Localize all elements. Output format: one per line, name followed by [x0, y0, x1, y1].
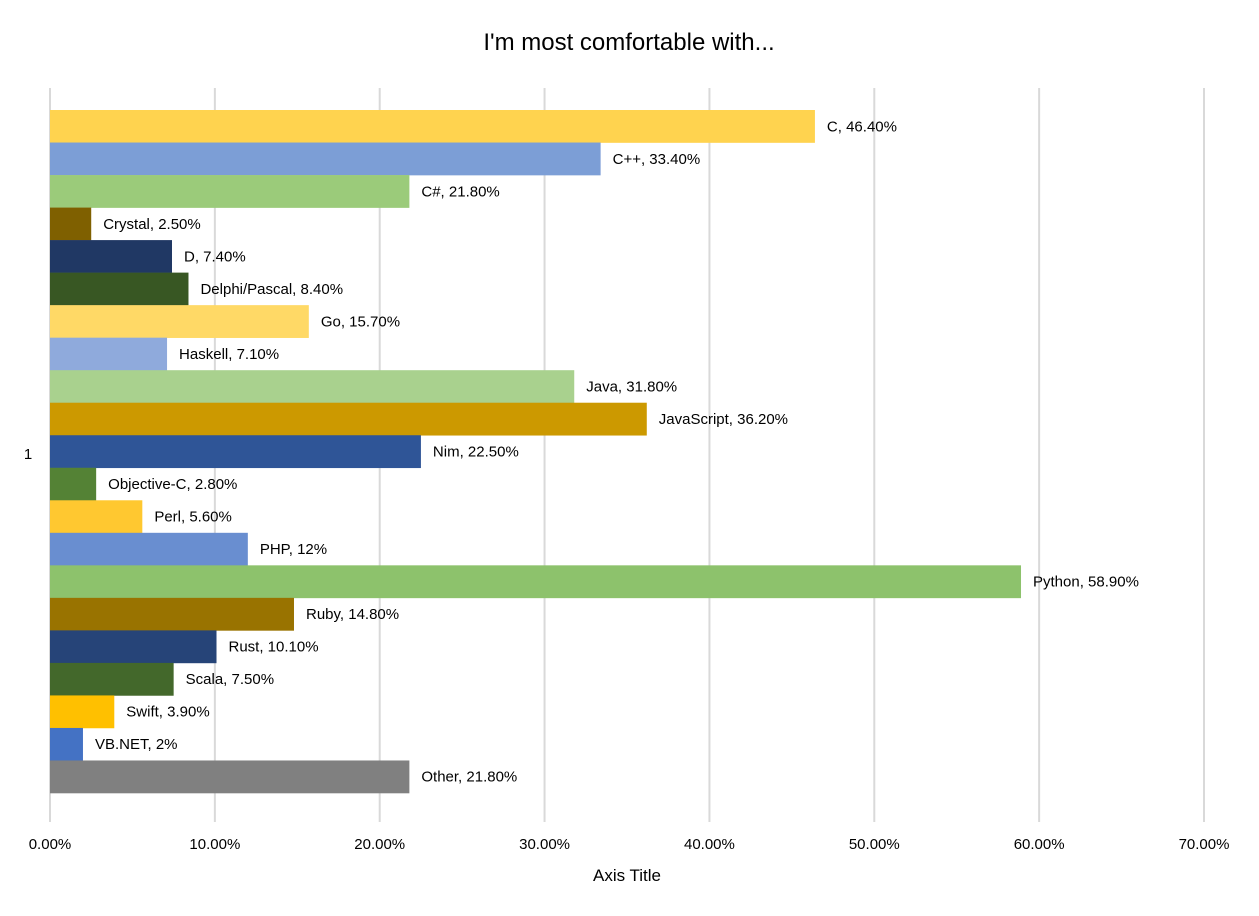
data-label: Go, 15.70% [321, 313, 400, 330]
data-label: C, 46.40% [827, 118, 897, 135]
data-labels: C, 46.40% C++, 33.40% C#, 21.80% Crystal, 2… [95, 118, 1139, 785]
category-axis-label: 1 [24, 446, 32, 463]
bars [50, 110, 1022, 794]
bar-nim [50, 435, 421, 469]
bar-other [50, 760, 410, 794]
data-label: C#, 21.80% [421, 183, 499, 200]
data-label: Delphi/Pascal, 8.40% [200, 281, 343, 298]
bar-c [50, 110, 815, 143]
bar-python [50, 565, 1022, 599]
data-label: PHP, 12% [260, 541, 327, 558]
bar-d [50, 240, 172, 273]
bar-javascript [50, 402, 647, 436]
data-label: Rust, 10.10% [229, 639, 319, 656]
data-label: Objective-C, 2.80% [108, 476, 237, 493]
data-label: Crystal, 2.50% [103, 216, 201, 233]
bar-rust [50, 630, 217, 664]
data-label: JavaScript, 36.20% [659, 411, 788, 428]
data-label: Python, 58.90% [1033, 574, 1139, 591]
x-tick-label: 10.00% [189, 836, 240, 853]
bar-swift [50, 695, 115, 729]
bar-delphi-pascal [50, 272, 189, 306]
x-tick-label: 60.00% [1014, 836, 1065, 853]
bar-ruby [50, 597, 294, 631]
data-label: Haskell, 7.10% [179, 346, 279, 363]
bar-vb-net [50, 727, 83, 761]
bar-scala [50, 662, 174, 696]
data-label: Nim, 22.50% [433, 444, 519, 461]
data-label: Other, 21.80% [421, 769, 517, 786]
data-label: D, 7.40% [184, 248, 246, 265]
bar-c- [50, 142, 601, 176]
bar-java [50, 370, 575, 404]
x-axis-ticks: 0.00% 10.00% 20.00% 30.00% 40.00% 50.00% 60.00… [29, 836, 1230, 853]
data-label: Java, 31.80% [586, 378, 677, 395]
data-label: Swift, 3.90% [126, 704, 209, 721]
bar-objective-c [50, 467, 97, 501]
bar-php [50, 532, 248, 566]
x-tick-label: 70.00% [1179, 836, 1230, 853]
x-tick-label: 0.00% [29, 836, 72, 853]
x-tick-label: 40.00% [684, 836, 735, 853]
x-tick-label: 50.00% [849, 836, 900, 853]
chart-title: I'm most comfortable with... [483, 29, 774, 56]
x-tick-label: 20.00% [354, 836, 405, 853]
data-label: Scala, 7.50% [186, 671, 274, 688]
x-axis-title: Axis Title [593, 866, 661, 885]
data-label: VB.NET, 2% [95, 736, 178, 753]
bar-crystal [50, 207, 92, 241]
data-label: C++, 33.40% [613, 151, 701, 168]
bar-c- [50, 175, 410, 208]
data-label: Ruby, 14.80% [306, 606, 399, 623]
bar-go [50, 305, 309, 338]
data-label: Perl, 5.60% [154, 509, 232, 526]
bar-perl [50, 500, 143, 534]
bar-haskell [50, 337, 168, 371]
x-tick-label: 30.00% [519, 836, 570, 853]
